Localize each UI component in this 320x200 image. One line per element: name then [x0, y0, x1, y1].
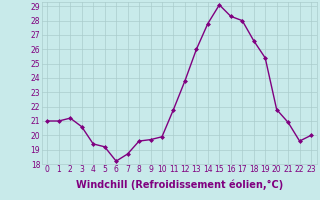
X-axis label: Windchill (Refroidissement éolien,°C): Windchill (Refroidissement éolien,°C)	[76, 180, 283, 190]
